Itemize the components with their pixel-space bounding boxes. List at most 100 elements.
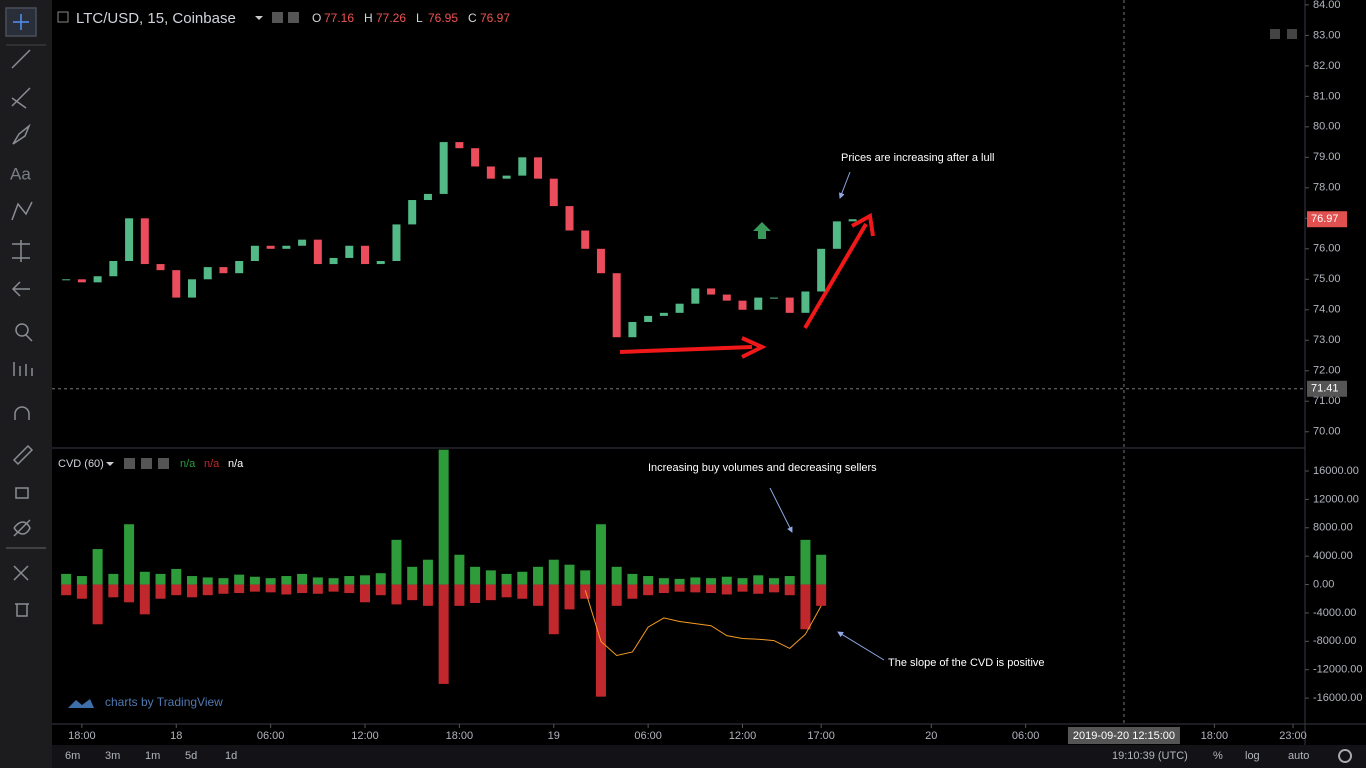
- candle: [219, 267, 228, 274]
- ohlc-key: H: [364, 11, 373, 25]
- x-tick-label: 12:00: [351, 730, 379, 742]
- volume-bar: [61, 573, 72, 585]
- y-tick-label: 81.00: [1313, 90, 1341, 102]
- volume-bar: [186, 584, 197, 598]
- y-tick-label: -12000.00: [1313, 664, 1363, 676]
- candle: [172, 270, 181, 298]
- volume-bar: [108, 573, 119, 585]
- back-tool[interactable]: [11, 281, 30, 297]
- indicator-dropdown[interactable]: [106, 462, 114, 466]
- candle: [109, 261, 118, 277]
- volume-bar: [706, 584, 717, 594]
- drawn-arrow-head: [741, 336, 767, 359]
- zoom-tool[interactable]: [15, 323, 29, 337]
- volume-bar: [312, 584, 323, 594]
- last-price-label: 76.97: [1311, 213, 1339, 225]
- volume-bar: [202, 584, 213, 596]
- lock-tool[interactable]: [15, 487, 29, 499]
- symbol-title[interactable]: LTC/USD, 15, Coinbase: [76, 10, 236, 27]
- text-tool[interactable]: Aa: [10, 164, 31, 183]
- hide-tool[interactable]: [13, 519, 31, 537]
- candle: [707, 288, 716, 295]
- volume-bar: [658, 578, 669, 585]
- volume-bar: [643, 576, 654, 585]
- candle: [77, 279, 86, 283]
- bars-tool[interactable]: [13, 362, 33, 376]
- volume-bar: [580, 570, 591, 585]
- remove-tool[interactable]: [13, 565, 29, 581]
- annotation-arrow: [837, 631, 885, 661]
- volume-bar: [658, 584, 669, 594]
- fib-tool[interactable]: [11, 87, 31, 109]
- scale-option[interactable]: auto: [1288, 750, 1309, 762]
- symbol-dropdown[interactable]: [255, 16, 263, 20]
- format-icon[interactable]: [288, 12, 299, 23]
- indicator-visibility[interactable]: [124, 458, 135, 469]
- ohlc-value: 77.26: [376, 11, 406, 25]
- candle: [754, 297, 763, 310]
- annotation-arrow: [838, 171, 851, 199]
- x-tick-label: 19: [548, 730, 560, 742]
- last-price-tag: [1307, 211, 1347, 228]
- candle: [298, 239, 307, 246]
- range-button[interactable]: 1d: [225, 750, 237, 762]
- indicator-settings[interactable]: [141, 458, 152, 469]
- volume-bar: [76, 584, 87, 599]
- settings-gear[interactable]: [1338, 749, 1353, 763]
- volume-bar: [297, 584, 308, 594]
- indicator-name[interactable]: CVD (60): [58, 458, 104, 470]
- y-tick-label: 80.00: [1313, 121, 1341, 133]
- volume-bar: [548, 559, 559, 585]
- candle: [644, 315, 653, 322]
- range-button[interactable]: 3m: [105, 750, 120, 762]
- brush-tool[interactable]: [12, 123, 31, 145]
- crosshair-tool[interactable]: [5, 7, 37, 37]
- range-button[interactable]: 1m: [145, 750, 160, 762]
- indicator-remove[interactable]: [158, 458, 169, 469]
- volume-bar: [375, 573, 386, 585]
- range-button[interactable]: 6m: [65, 750, 80, 762]
- volume-bar: [407, 584, 418, 601]
- candle: [203, 267, 212, 280]
- volume-bar: [800, 539, 811, 585]
- volume-bar: [470, 566, 481, 585]
- x-tick-label: 18:00: [1201, 730, 1229, 742]
- candle: [329, 257, 338, 265]
- trend-line-tool[interactable]: [11, 49, 31, 69]
- x-tick-label: 18:00: [68, 730, 96, 742]
- watermark[interactable]: charts by TradingView: [105, 695, 223, 709]
- volume-bar: [265, 584, 276, 593]
- y-tick-label: 76.00: [1313, 243, 1341, 255]
- volume-bar: [627, 584, 638, 599]
- magnet-tool[interactable]: [14, 406, 30, 420]
- indicator-value: n/a: [228, 458, 244, 470]
- collapse-button[interactable]: [57, 11, 69, 23]
- y-tick-label: 79.00: [1313, 151, 1341, 163]
- volume-bar: [422, 584, 433, 606]
- draw-mode-tool[interactable]: [12, 444, 34, 466]
- volume-bar: [265, 578, 276, 585]
- volume-bar: [564, 564, 575, 585]
- range-button[interactable]: 5d: [185, 750, 197, 762]
- candle: [659, 312, 668, 316]
- volume-bar: [674, 584, 685, 592]
- volume-bar: [784, 576, 795, 585]
- candle: [785, 297, 794, 313]
- volume-bar: [234, 584, 245, 594]
- volume-bar: [360, 575, 371, 585]
- pattern-tool[interactable]: [11, 201, 33, 221]
- x-tick-label: 17:00: [807, 730, 835, 742]
- scale-option[interactable]: log: [1245, 750, 1260, 762]
- candle: [628, 321, 637, 338]
- clock: 19:10:39 (UTC): [1112, 750, 1188, 762]
- scale-icon[interactable]: [1270, 29, 1280, 39]
- trash-tool[interactable]: [15, 603, 29, 617]
- scale-icon[interactable]: [1287, 29, 1297, 39]
- scale-option[interactable]: %: [1213, 750, 1223, 762]
- measure-tool[interactable]: [12, 240, 30, 262]
- volume-bar: [501, 573, 512, 585]
- crosshair-price-tag: [1307, 380, 1347, 397]
- y-tick-label: -4000.00: [1313, 607, 1356, 619]
- settings-icon[interactable]: [272, 12, 283, 23]
- candle: [376, 261, 385, 265]
